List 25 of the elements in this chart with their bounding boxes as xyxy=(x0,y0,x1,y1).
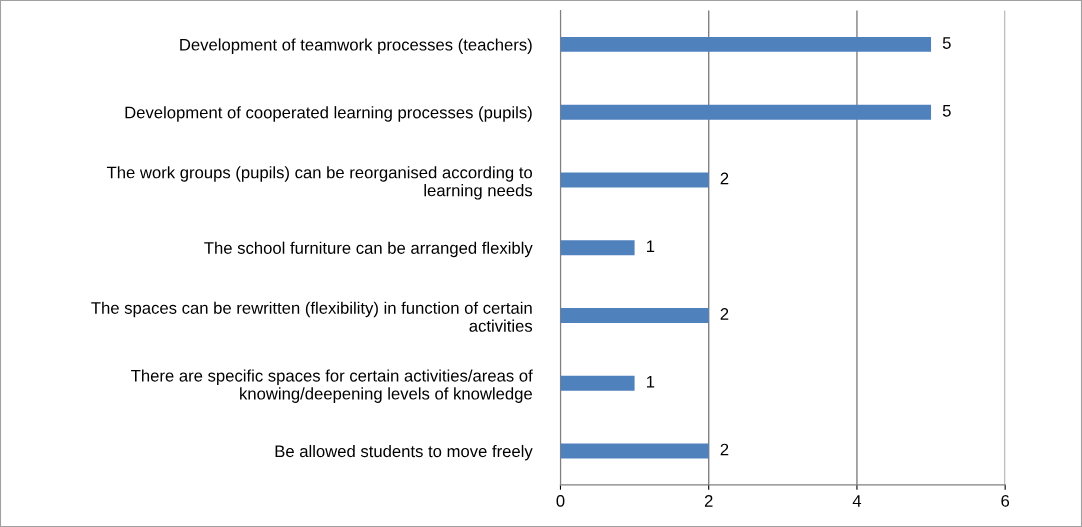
y-tick-label: The spaces can be rewritten (flexibility) in function of certain activities xyxy=(91,301,533,332)
bar xyxy=(560,307,709,323)
y-tick-label: The school furniture can be arranged flexibly xyxy=(204,241,533,258)
x-tick-label: 0 xyxy=(556,495,565,507)
data-label: 2 xyxy=(720,172,729,185)
data-label: 2 xyxy=(720,308,729,320)
data-label: 1 xyxy=(646,240,655,252)
bar xyxy=(560,104,932,120)
bar xyxy=(560,240,635,256)
x-tick-label: 4 xyxy=(852,495,862,507)
x-tick-label: 6 xyxy=(1001,495,1010,507)
bar xyxy=(560,375,635,391)
data-label: 5 xyxy=(942,37,951,49)
y-tick-label: There are specific spaces for certain activities/areas of knowing/deepening levels of knowledge xyxy=(131,369,533,403)
y-tick-label: The work groups (pupils) can be reorganised according to learning needs xyxy=(106,166,533,200)
y-tick-label: Be allowed students to move freely xyxy=(275,444,533,461)
y-tick-label: Development of cooperated learning processes (pupils) xyxy=(125,106,532,122)
y-tick-label: Development of teamwork processes (teachers) xyxy=(180,38,532,54)
bar xyxy=(560,36,932,52)
data-label: 1 xyxy=(646,376,655,388)
data-label: 2 xyxy=(720,443,729,456)
data-label: 5 xyxy=(942,105,951,117)
bar xyxy=(560,172,709,188)
x-tick-label: 2 xyxy=(704,495,713,507)
bar xyxy=(560,443,709,459)
